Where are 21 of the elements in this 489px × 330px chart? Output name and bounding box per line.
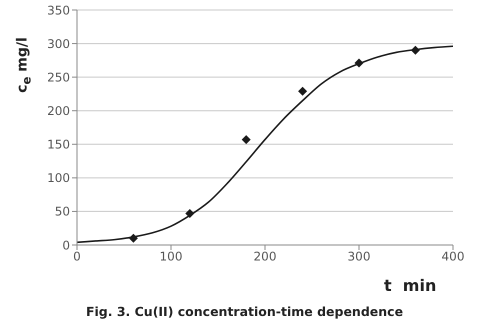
y-tick-label: 200 (47, 104, 70, 118)
text: Fig. 3. Cu(II) concentration-time dependence (84, 304, 404, 319)
point (128, 234, 138, 243)
y-tick-label: 150 (47, 138, 70, 152)
y-tick-label: 50 (54, 204, 70, 219)
y-tick-label: 250 (47, 70, 70, 84)
point (242, 135, 251, 144)
point (298, 86, 308, 96)
x-tick-label: 100 (160, 250, 182, 264)
point (185, 208, 194, 218)
x-tick-label: 400 (442, 250, 464, 264)
x-tick-label: 0 (73, 250, 81, 264)
x-axis-title: t min (384, 276, 436, 295)
y-tick-label: 0 (62, 238, 70, 252)
x-tick-label: 300 (348, 250, 370, 264)
point (410, 46, 420, 55)
y-tick-label: 100 (47, 171, 70, 186)
x-tick-label: 200 (254, 250, 276, 264)
point (354, 58, 364, 68)
y-tick-label: 350 (47, 3, 70, 18)
y-tick-label: 300 (47, 36, 70, 51)
